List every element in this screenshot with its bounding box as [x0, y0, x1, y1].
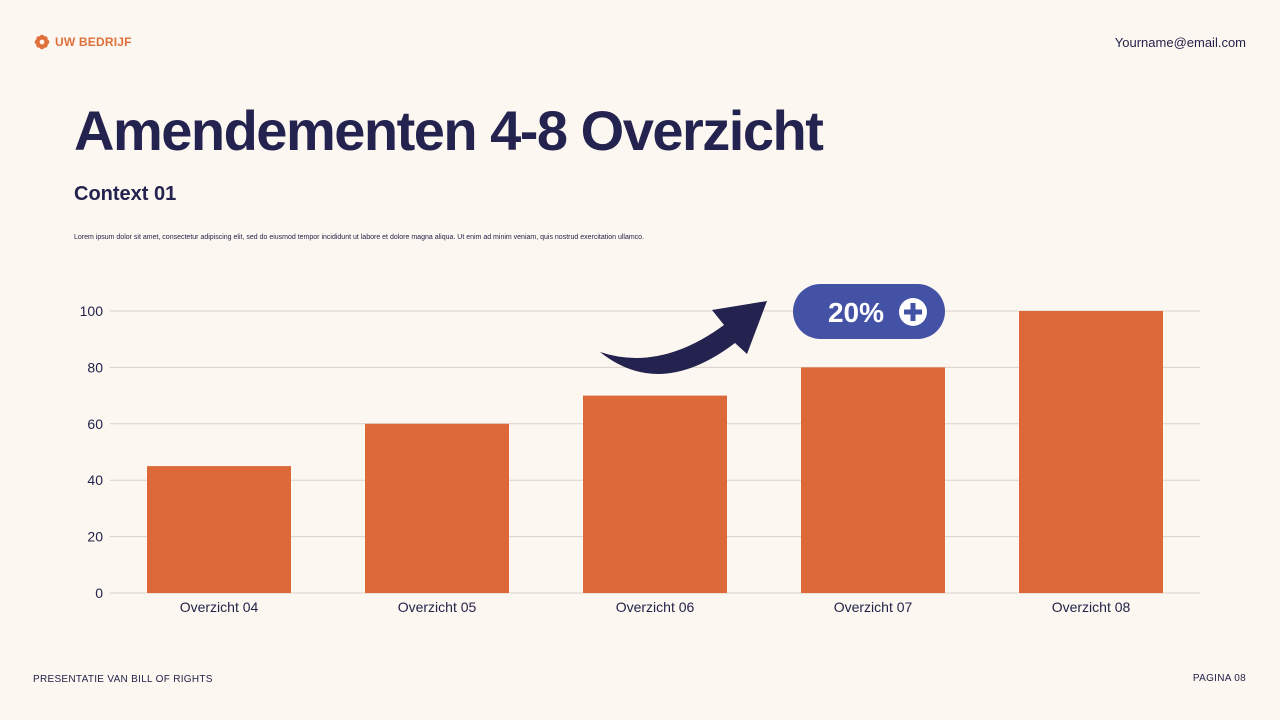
curved-arrow-up-right-icon [600, 301, 767, 374]
body-text: Lorem ipsum dolor sit amet, consectetur … [74, 234, 645, 241]
y-tick-label: 40 [87, 472, 103, 488]
footer-page-number: PAGINA 08 [1192, 673, 1246, 684]
y-tick-label: 20 [87, 529, 103, 545]
bar [147, 466, 291, 593]
bar [583, 395, 727, 593]
growth-badge: 20% [793, 284, 945, 339]
y-tick-label: 60 [87, 416, 103, 432]
x-category-label: Overzicht 07 [834, 599, 913, 615]
section-subtitle: Context 01 [74, 183, 177, 205]
x-category-label: Overzicht 04 [180, 599, 259, 615]
brand-name: UW BEDRIJF [55, 35, 132, 49]
y-tick-label: 100 [80, 303, 104, 319]
page-title: Amendementen 4-8 Overzicht [74, 99, 824, 162]
x-category-label: Overzicht 08 [1052, 599, 1131, 615]
plus-circle-icon [899, 298, 927, 326]
bar [365, 423, 509, 593]
y-tick-label: 80 [87, 359, 103, 375]
flower-logo-icon [34, 34, 50, 50]
bar [1019, 311, 1163, 593]
growth-badge-text: 20% [828, 297, 884, 328]
x-category-label: Overzicht 05 [398, 599, 477, 615]
x-category-label: Overzicht 06 [616, 599, 695, 615]
footer-presentation-title: PRESENTATIE VAN BILL OF RIGHTS [33, 674, 213, 685]
y-tick-label: 0 [95, 585, 103, 601]
bar [801, 367, 945, 593]
contact-email[interactable]: Yourname@email.com [1114, 35, 1246, 50]
brand: UW BEDRIJF [34, 34, 132, 50]
